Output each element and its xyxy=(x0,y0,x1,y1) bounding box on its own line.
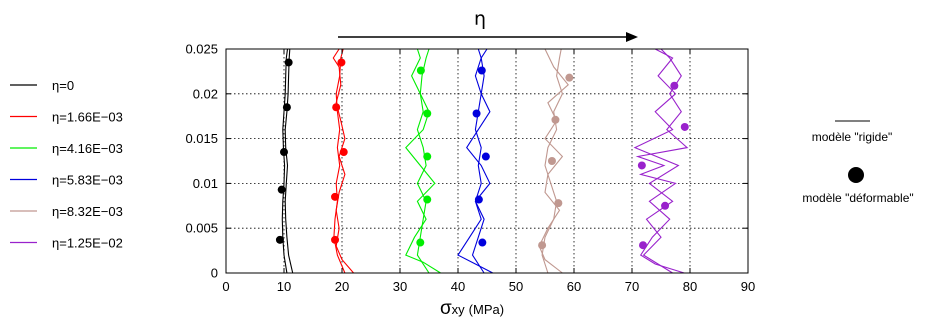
x-tick-label: 20 xyxy=(335,279,349,294)
x-axis-subscript: xy xyxy=(452,302,466,317)
deformable-model-point xyxy=(670,81,679,90)
series-group xyxy=(275,48,294,274)
deformable-model-point xyxy=(565,73,574,82)
series-group xyxy=(538,48,574,274)
x-tick-label: 40 xyxy=(451,279,465,294)
deformable-model-point xyxy=(331,192,340,201)
legend-label: η=0 xyxy=(52,78,74,93)
grid xyxy=(226,49,748,273)
rigid-model-line xyxy=(541,48,563,274)
legend: η=0 η=1.66E−03 η=4.16E−03 η=5.83E−03 η=8.32E… xyxy=(10,78,123,251)
rigid-model-label: modèle "rigide" xyxy=(812,130,893,144)
axis-ticks: 0 10 20 30 40 50 60 70 80 90 0 0.005 0.01 0.015 0.02 0.… xyxy=(185,42,755,295)
deformable-model-label: modèle "déformable" xyxy=(802,191,913,205)
y-tick-label: 0.01 xyxy=(193,176,218,191)
deformable-model-point xyxy=(277,185,286,194)
deformable-model-point xyxy=(551,115,560,124)
deformable-model-point xyxy=(416,238,425,247)
rigid-model-line xyxy=(333,48,346,274)
deformable-model-swatch xyxy=(848,167,864,183)
deformable-model-point xyxy=(661,201,670,210)
x-tick-label: 60 xyxy=(567,279,581,294)
legend-label: η=1.66E−03 xyxy=(52,110,123,125)
deformable-model-point xyxy=(477,66,486,75)
legend-label: η=5.83E−03 xyxy=(52,173,123,188)
legend-entry: η=0 xyxy=(10,78,74,93)
y-tick-label: 0.025 xyxy=(185,42,218,57)
rigid-model-line xyxy=(635,48,689,274)
deformable-model-point xyxy=(280,148,288,157)
deformable-model-point xyxy=(481,152,490,161)
x-tick-label: 30 xyxy=(393,279,407,294)
x-tick-label: 90 xyxy=(741,279,755,294)
legend-entry: η=8.32E−03 xyxy=(10,204,123,219)
plot-frame xyxy=(225,48,749,274)
x-axis-unit: (MPa) xyxy=(469,302,504,317)
x-tick-label: 70 xyxy=(625,279,639,294)
deformable-model-point xyxy=(275,235,284,244)
deformable-model-point xyxy=(478,238,487,247)
deformable-model-point xyxy=(554,199,563,208)
rigid-model-line xyxy=(457,48,494,274)
deformable-model-point xyxy=(423,195,432,204)
deformable-model-point xyxy=(337,58,346,67)
series-group xyxy=(331,48,355,274)
plot-series xyxy=(275,48,689,274)
series-group xyxy=(457,48,494,274)
y-tick-label: 0.005 xyxy=(185,221,218,236)
model-legend: modèle "rigide" modèle "déformable" xyxy=(802,120,914,205)
deformable-model-point xyxy=(332,103,341,112)
deformable-model-point xyxy=(331,235,340,244)
deformable-model-point xyxy=(416,66,425,75)
legend-entry: η=4.16E−03 xyxy=(10,141,123,156)
rigid-model-line xyxy=(281,48,289,274)
rigid-model-line xyxy=(471,48,485,274)
y-tick-label: 0 xyxy=(211,266,218,281)
x-axis-symbol: σ xyxy=(440,298,452,319)
y-tick-label: 0.02 xyxy=(193,86,218,101)
series-group xyxy=(405,48,441,274)
deformable-model-point xyxy=(282,103,291,112)
x-tick-label: 80 xyxy=(683,279,697,294)
x-axis-label: σxy (MPa) xyxy=(440,298,504,319)
deformable-model-point xyxy=(339,148,348,157)
eta-arrow-head xyxy=(626,32,638,42)
deformable-model-point xyxy=(680,122,689,131)
x-tick-label: 50 xyxy=(509,279,523,294)
x-tick-label: 10 xyxy=(277,279,291,294)
legend-entry: η=1.25E−02 xyxy=(10,236,123,251)
rigid-model-line xyxy=(284,48,294,274)
deformable-model-point xyxy=(423,152,432,161)
deformable-model-point xyxy=(637,161,646,170)
legend-entry: η=1.66E−03 xyxy=(10,110,123,125)
deformable-model-point xyxy=(472,109,481,118)
rigid-model-line xyxy=(405,48,441,274)
legend-label: η=1.25E−02 xyxy=(52,236,123,251)
x-tick-label: 0 xyxy=(222,279,229,294)
eta-annotation: η xyxy=(474,8,486,30)
rigid-model-line xyxy=(633,48,680,274)
deformable-model-point xyxy=(538,241,547,250)
deformable-model-point xyxy=(423,109,432,118)
y-tick-label: 0.015 xyxy=(185,131,218,146)
series-group xyxy=(633,48,689,274)
deformable-model-point xyxy=(639,241,648,250)
legend-label: η=8.32E−03 xyxy=(52,204,123,219)
deformable-model-point xyxy=(547,157,556,165)
deformable-model-point xyxy=(474,195,483,204)
legend-label: η=4.16E−03 xyxy=(52,141,123,156)
legend-entry: η=5.83E−03 xyxy=(10,173,123,188)
deformable-model-point xyxy=(284,58,293,67)
